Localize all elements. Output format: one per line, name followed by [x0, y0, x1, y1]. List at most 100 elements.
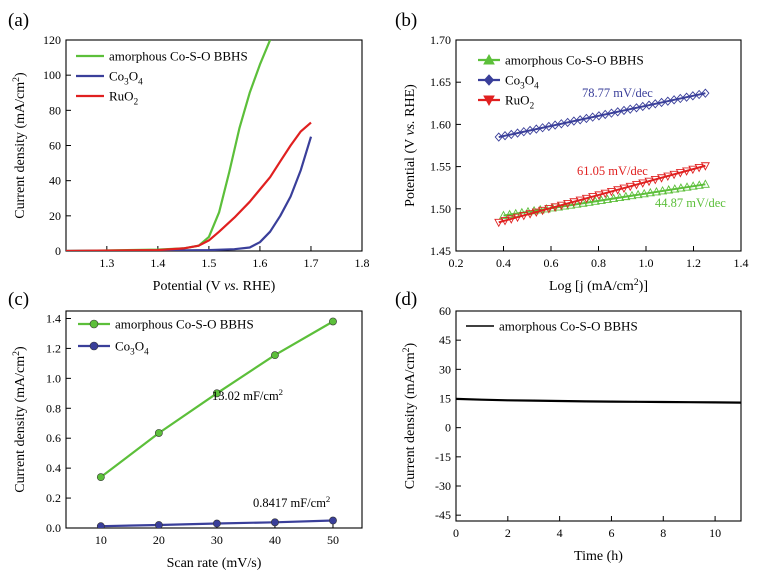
x-tick-label: 1.2	[686, 256, 701, 270]
y-tick-label: 100	[43, 68, 61, 82]
data-point	[96, 522, 105, 528]
panel-label: (d)	[395, 289, 417, 310]
data-point	[271, 351, 279, 360]
y-tick-label: 0	[445, 421, 451, 435]
y-tick-label: 1.2	[46, 341, 61, 355]
x-tick-label: 30	[211, 533, 223, 547]
y-axis-label: Current density (mA/cm2)	[11, 346, 28, 493]
data-layer	[66, 40, 313, 251]
plot-frame	[455, 310, 742, 522]
y-tick-label: 1.65	[430, 75, 451, 89]
y-tick-label: 0	[55, 244, 61, 258]
data-point	[154, 429, 163, 437]
panel-d: (d) 0 2 4 6 8 10 -45 -30 -15 0 15 30 45 60 Time (h) Curr…	[395, 289, 742, 564]
data-point	[96, 473, 105, 482]
legend-label: amorphous Co-S-O BBHS	[505, 53, 644, 68]
y-tick-label: -45	[435, 508, 451, 522]
y-tick-label: 0.0	[46, 521, 61, 535]
y-tick-label: 1.0	[46, 371, 61, 385]
x-tick-label: 10	[709, 526, 721, 540]
x-tick-label: 0.2	[449, 256, 464, 270]
x-tick-label: 1.5	[201, 256, 216, 270]
panel-label: (a)	[8, 10, 29, 31]
legend-label: RuO2	[505, 93, 535, 111]
x-tick-label: 1.4	[150, 256, 165, 270]
x-tick-label: 4	[557, 526, 563, 540]
x-tick-label: 20	[153, 533, 165, 547]
legend: amorphous Co-S-O BBHS	[466, 319, 638, 334]
y-tick-label: 0.6	[46, 431, 61, 445]
x-tick-label: 2	[505, 526, 511, 540]
x-tick-label: 1.4	[734, 256, 749, 270]
x-tick-label: 0.6	[544, 256, 559, 270]
capacitance-annotation: 13.02 mF/cm2	[212, 387, 283, 403]
y-axis-label: Current density (mA/cm2)	[401, 342, 418, 489]
y-tick-label: 40	[49, 174, 61, 188]
y-tick-label: 0.2	[46, 491, 61, 505]
y-tick-label: 15	[439, 392, 451, 406]
y-tick-label: 1.45	[430, 244, 451, 258]
y-tick-label: 45	[439, 333, 451, 347]
data-point	[494, 218, 504, 228]
y-tick-label: 1.55	[430, 160, 451, 174]
panel-b: (b) 0.2 0.4 0.6 0.8 1.0 1.2 1.4 1.45 1.50 1.55 1.60…	[395, 10, 749, 294]
legend-label: amorphous Co-S-O BBHS	[115, 317, 254, 332]
legend-swatch-marker	[89, 319, 99, 329]
y-axis-label: Current density (mA/cm2)	[11, 72, 28, 219]
fit-line	[498, 164, 706, 224]
panel-a: (a) 1.3 1.4 1.5 1.6 1.7 1.8 0 20 40 60 80 100 120 Pote…	[8, 10, 370, 294]
legend-label: amorphous Co-S-O BBHS	[499, 319, 638, 334]
data-layer	[96, 317, 337, 528]
x-tick-label: 50	[327, 533, 339, 547]
y-tick-label: 60	[439, 304, 451, 318]
y-tick-label: 120	[43, 33, 61, 47]
legend-label: Co3O4	[109, 69, 143, 87]
legend-swatch-marker	[483, 53, 495, 65]
legend-swatch-marker	[89, 341, 99, 351]
fit-line	[498, 92, 706, 139]
capacitance-annotation: 0.8417 mF/cm2	[253, 494, 330, 510]
y-tick-label: 0.8	[46, 401, 61, 415]
y-tick-label: 1.60	[430, 117, 451, 131]
x-tick-label: 1.6	[252, 256, 267, 270]
y-tick-label: -15	[435, 450, 451, 464]
x-tick-label: 1.8	[355, 256, 370, 270]
legend: amorphous Co-S-O BBHS Co3O4 RuO2	[76, 49, 248, 107]
y-tick-label: 30	[439, 362, 451, 376]
x-axis-label: Scan rate (mV/s)	[167, 556, 262, 570]
data-point	[701, 88, 710, 98]
legend: amorphous Co-S-O BBHS Co3O4	[78, 317, 254, 357]
legend-label: amorphous Co-S-O BBHS	[109, 49, 248, 64]
series-line	[66, 121, 312, 251]
data-point	[213, 519, 221, 528]
series-line	[66, 40, 272, 251]
data-layer	[456, 397, 741, 404]
panel-label: (c)	[8, 289, 29, 310]
legend-label: Co3O4	[115, 339, 149, 357]
x-axis-label: Log [j (mA/cm2)]	[549, 277, 648, 294]
tafel-annotation: 78.77 mV/dec	[582, 86, 653, 100]
tafel-annotation: 44.87 mV/dec	[655, 196, 726, 210]
x-tick-label: 1.7	[303, 256, 318, 270]
x-tick-label: 10	[95, 533, 107, 547]
legend-label: Co3O4	[505, 73, 539, 91]
series-line	[456, 397, 741, 404]
x-tick-label: 0	[453, 526, 459, 540]
legend-swatch-marker	[483, 74, 495, 86]
x-tick-label: 0.4	[496, 256, 511, 270]
plot-frame	[65, 310, 363, 529]
fit-line	[503, 183, 706, 217]
data-layer	[494, 88, 710, 228]
x-tick-label: 1.3	[99, 256, 114, 270]
data-point	[329, 516, 337, 525]
y-axis-label: Potential (V vs. RHE)	[403, 84, 418, 207]
y-tick-label: 0.4	[46, 461, 61, 475]
data-point	[213, 389, 221, 398]
legend-label: RuO2	[109, 89, 139, 107]
x-tick-label: 1.0	[639, 256, 654, 270]
panel-label: (b)	[395, 10, 417, 31]
x-tick-label: 40	[269, 533, 281, 547]
legend-swatch-marker	[483, 95, 495, 107]
y-tick-label: 20	[49, 209, 61, 223]
